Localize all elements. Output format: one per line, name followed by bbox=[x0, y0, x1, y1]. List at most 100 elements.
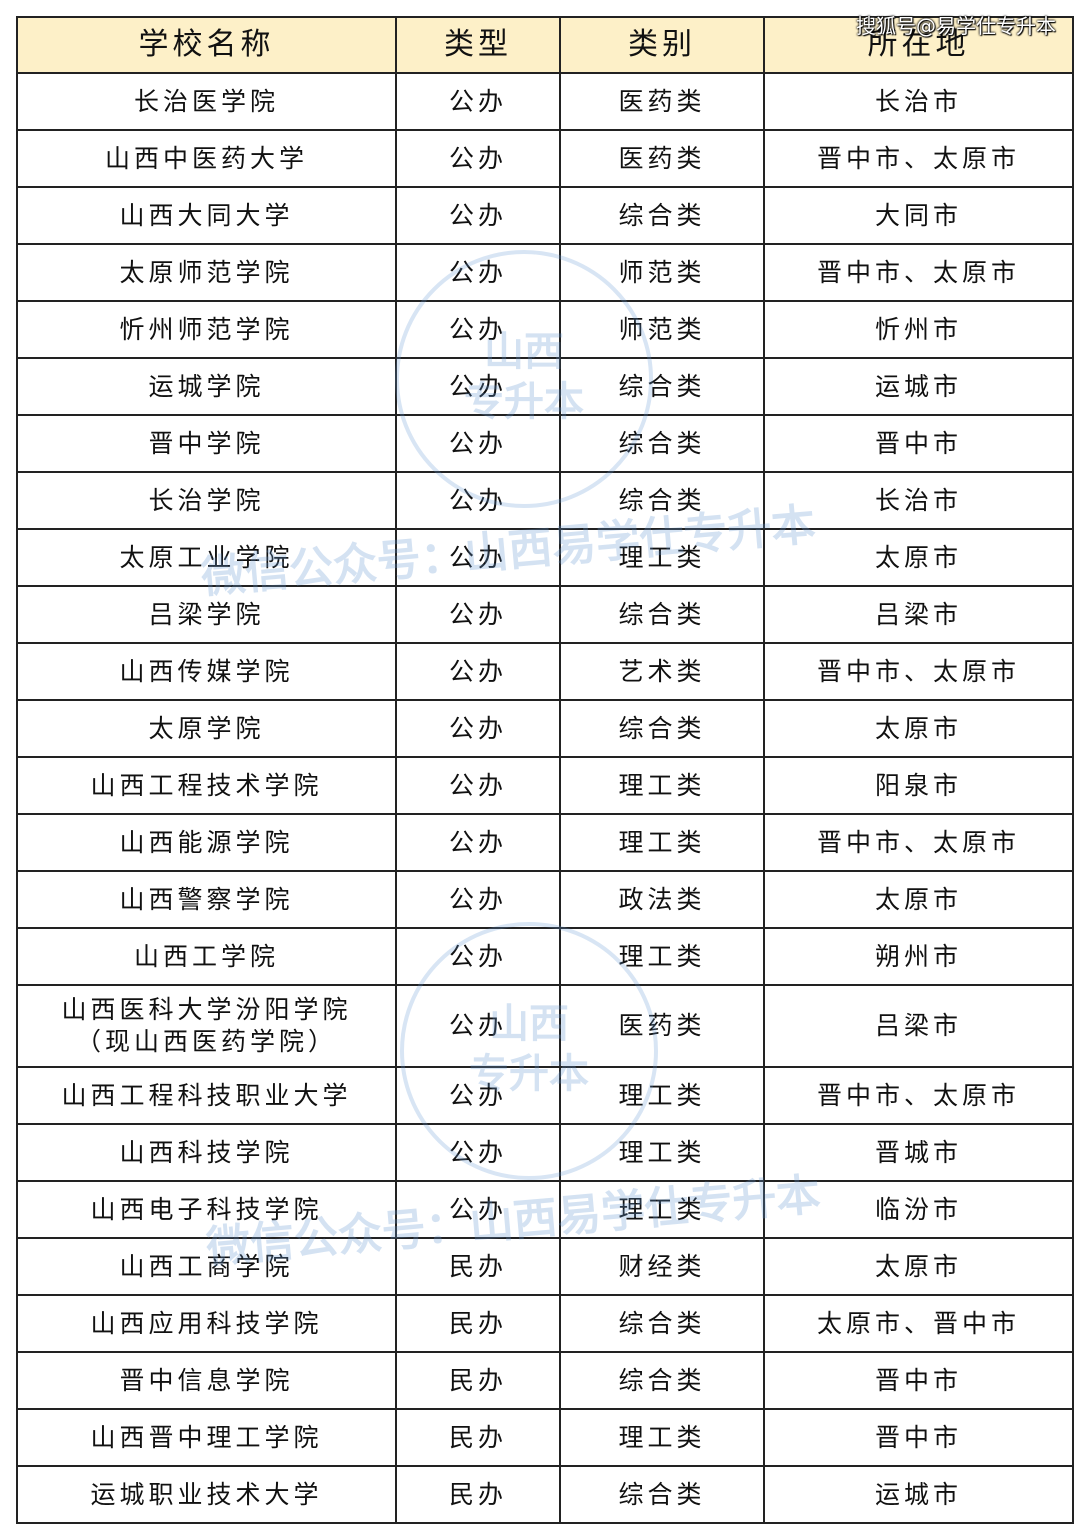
category-cell: 综合类 bbox=[559, 1294, 765, 1353]
location-cell: 太原市、晋中市 bbox=[763, 1294, 1074, 1353]
location-cell: 晋中市、太原市 bbox=[763, 129, 1074, 188]
type-cell: 公办 bbox=[395, 300, 561, 359]
location-cell: 晋城市 bbox=[763, 1123, 1074, 1182]
school-name-cell: 山西传媒学院 bbox=[16, 642, 397, 701]
table-row: 长治医学院 公办 医药类 长治市 bbox=[16, 72, 1074, 131]
location-cell: 晋中市 bbox=[763, 414, 1074, 473]
school-name-cell: 山西电子科技学院 bbox=[16, 1180, 397, 1239]
location-cell: 太原市 bbox=[763, 699, 1074, 758]
location-cell: 晋中市、太原市 bbox=[763, 1066, 1074, 1125]
table-row: 山西能源学院 公办 理工类 晋中市、太原市 bbox=[16, 813, 1074, 872]
type-cell: 公办 bbox=[395, 186, 561, 245]
category-cell: 理工类 bbox=[559, 1408, 765, 1467]
table-row: 太原工业学院 公办 理工类 太原市 bbox=[16, 528, 1074, 587]
table-row: 太原学院 公办 综合类 太原市 bbox=[16, 699, 1074, 758]
category-cell: 理工类 bbox=[559, 528, 765, 587]
school-name-cell: 太原学院 bbox=[16, 699, 397, 758]
category-cell: 综合类 bbox=[559, 414, 765, 473]
school-name-cell: 山西工学院 bbox=[16, 927, 397, 986]
table-row: 山西大同大学 公办 综合类 大同市 bbox=[16, 186, 1074, 245]
school-name-cell: 山西工程技术学院 bbox=[16, 756, 397, 815]
type-cell: 公办 bbox=[395, 927, 561, 986]
school-name-cell: 山西晋中理工学院 bbox=[16, 1408, 397, 1467]
table-row: 山西工程技术学院 公办 理工类 阳泉市 bbox=[16, 756, 1074, 815]
type-cell: 公办 bbox=[395, 357, 561, 416]
type-cell: 民办 bbox=[395, 1408, 561, 1467]
category-cell: 医药类 bbox=[559, 984, 765, 1068]
school-name-cell: 山西工商学院 bbox=[16, 1237, 397, 1296]
location-cell: 阳泉市 bbox=[763, 756, 1074, 815]
type-cell: 公办 bbox=[395, 528, 561, 587]
table-row: 运城职业技术大学 民办 综合类 运城市 bbox=[16, 1465, 1074, 1524]
school-name-cell: 山西大同大学 bbox=[16, 186, 397, 245]
universities-table: 学校名称 类型 类别 所在地 长治医学院 公办 医药类 长治市 山西中医药大学 公办 医药类 晋中市… bbox=[16, 16, 1074, 1524]
school-name-cell: 晋中学院 bbox=[16, 414, 397, 473]
type-cell: 公办 bbox=[395, 699, 561, 758]
type-cell: 公办 bbox=[395, 1123, 561, 1182]
location-cell: 长治市 bbox=[763, 471, 1074, 530]
table-row: 山西工学院 公办 理工类 朔州市 bbox=[16, 927, 1074, 986]
category-cell: 师范类 bbox=[559, 300, 765, 359]
category-cell: 综合类 bbox=[559, 357, 765, 416]
type-cell: 民办 bbox=[395, 1351, 561, 1410]
category-cell: 艺术类 bbox=[559, 642, 765, 701]
type-cell: 公办 bbox=[395, 471, 561, 530]
location-cell: 太原市 bbox=[763, 870, 1074, 929]
table-row: 山西传媒学院 公办 艺术类 晋中市、太原市 bbox=[16, 642, 1074, 701]
column-header: 学校名称 bbox=[16, 16, 397, 74]
table-header-row: 学校名称 类型 类别 所在地 bbox=[16, 16, 1074, 74]
category-cell: 理工类 bbox=[559, 813, 765, 872]
column-header: 类型 bbox=[395, 16, 561, 74]
category-cell: 理工类 bbox=[559, 1123, 765, 1182]
category-cell: 理工类 bbox=[559, 756, 765, 815]
school-name-cell: 山西警察学院 bbox=[16, 870, 397, 929]
school-name-cell: 长治医学院 bbox=[16, 72, 397, 131]
table-row: 晋中信息学院 民办 综合类 晋中市 bbox=[16, 1351, 1074, 1410]
type-cell: 公办 bbox=[395, 984, 561, 1068]
table-row: 山西电子科技学院 公办 理工类 临汾市 bbox=[16, 1180, 1074, 1239]
school-name-cell: 山西医科大学汾阳学院 （现山西医药学院） bbox=[16, 984, 397, 1068]
type-cell: 公办 bbox=[395, 813, 561, 872]
category-cell: 医药类 bbox=[559, 72, 765, 131]
category-cell: 理工类 bbox=[559, 927, 765, 986]
type-cell: 民办 bbox=[395, 1294, 561, 1353]
category-cell: 综合类 bbox=[559, 1465, 765, 1524]
location-cell: 太原市 bbox=[763, 1237, 1074, 1296]
school-name-cell: 山西能源学院 bbox=[16, 813, 397, 872]
location-cell: 朔州市 bbox=[763, 927, 1074, 986]
table-row: 运城学院 公办 综合类 运城市 bbox=[16, 357, 1074, 416]
type-cell: 公办 bbox=[395, 756, 561, 815]
school-name-cell: 山西应用科技学院 bbox=[16, 1294, 397, 1353]
school-name-cell: 山西科技学院 bbox=[16, 1123, 397, 1182]
table-row: 山西应用科技学院 民办 综合类 太原市、晋中市 bbox=[16, 1294, 1074, 1353]
table-row: 山西警察学院 公办 政法类 太原市 bbox=[16, 870, 1074, 929]
table-row: 太原师范学院 公办 师范类 晋中市、太原市 bbox=[16, 243, 1074, 302]
table-row: 山西科技学院 公办 理工类 晋城市 bbox=[16, 1123, 1074, 1182]
location-cell: 吕梁市 bbox=[763, 984, 1074, 1068]
type-cell: 公办 bbox=[395, 243, 561, 302]
table-row: 吕梁学院 公办 综合类 吕梁市 bbox=[16, 585, 1074, 644]
location-cell: 晋中市 bbox=[763, 1351, 1074, 1410]
category-cell: 医药类 bbox=[559, 129, 765, 188]
category-cell: 综合类 bbox=[559, 585, 765, 644]
category-cell: 财经类 bbox=[559, 1237, 765, 1296]
category-cell: 理工类 bbox=[559, 1180, 765, 1239]
type-cell: 公办 bbox=[395, 129, 561, 188]
type-cell: 民办 bbox=[395, 1237, 561, 1296]
location-cell: 长治市 bbox=[763, 72, 1074, 131]
category-cell: 综合类 bbox=[559, 471, 765, 530]
table-row: 山西工程科技职业大学 公办 理工类 晋中市、太原市 bbox=[16, 1066, 1074, 1125]
school-name-cell: 长治学院 bbox=[16, 471, 397, 530]
category-cell: 政法类 bbox=[559, 870, 765, 929]
category-cell: 综合类 bbox=[559, 699, 765, 758]
type-cell: 公办 bbox=[395, 72, 561, 131]
school-name-cell: 山西中医药大学 bbox=[16, 129, 397, 188]
type-cell: 公办 bbox=[395, 585, 561, 644]
school-name-cell: 运城学院 bbox=[16, 357, 397, 416]
category-cell: 理工类 bbox=[559, 1066, 765, 1125]
table-row: 长治学院 公办 综合类 长治市 bbox=[16, 471, 1074, 530]
category-cell: 综合类 bbox=[559, 1351, 765, 1410]
table-row: 山西工商学院 民办 财经类 太原市 bbox=[16, 1237, 1074, 1296]
category-cell: 师范类 bbox=[559, 243, 765, 302]
table-row: 山西中医药大学 公办 医药类 晋中市、太原市 bbox=[16, 129, 1074, 188]
